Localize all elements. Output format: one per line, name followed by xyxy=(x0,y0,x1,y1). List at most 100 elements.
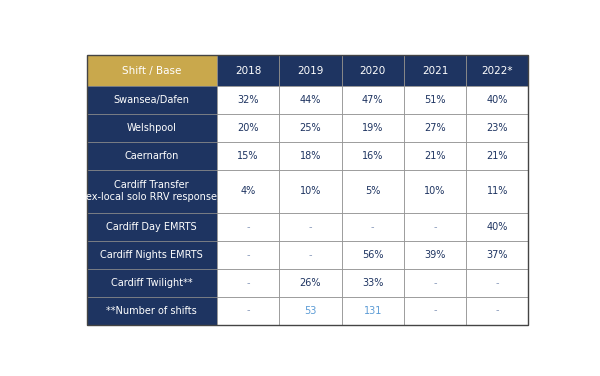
Text: 10%: 10% xyxy=(424,186,446,196)
Text: 21%: 21% xyxy=(487,151,508,161)
Text: 131: 131 xyxy=(364,306,382,315)
Bar xyxy=(404,86,466,114)
Text: 10%: 10% xyxy=(299,186,321,196)
Text: 39%: 39% xyxy=(424,250,446,260)
Text: -: - xyxy=(308,222,312,232)
Text: 2018: 2018 xyxy=(235,66,261,76)
Bar xyxy=(404,241,466,269)
Text: Swansea/Dafen: Swansea/Dafen xyxy=(114,95,190,105)
Text: -: - xyxy=(308,250,312,260)
Bar xyxy=(217,269,279,297)
Text: -: - xyxy=(496,278,499,288)
Text: 53: 53 xyxy=(304,306,317,315)
Text: 15%: 15% xyxy=(238,151,259,161)
Text: 2020: 2020 xyxy=(359,66,386,76)
Bar xyxy=(86,142,217,170)
Bar xyxy=(466,213,529,241)
Text: 44%: 44% xyxy=(299,95,321,105)
Text: 56%: 56% xyxy=(362,250,383,260)
Text: 23%: 23% xyxy=(487,123,508,133)
Bar xyxy=(86,269,217,297)
Bar xyxy=(217,55,279,86)
Bar xyxy=(404,297,466,324)
Text: 21%: 21% xyxy=(424,151,446,161)
Bar xyxy=(279,142,341,170)
Text: 19%: 19% xyxy=(362,123,383,133)
Bar xyxy=(341,142,404,170)
Bar xyxy=(404,114,466,142)
Bar xyxy=(341,55,404,86)
Bar xyxy=(404,55,466,86)
Text: 40%: 40% xyxy=(487,95,508,105)
Text: 51%: 51% xyxy=(424,95,446,105)
Text: 26%: 26% xyxy=(299,278,321,288)
Text: 4%: 4% xyxy=(241,186,256,196)
Bar xyxy=(217,142,279,170)
Text: 11%: 11% xyxy=(487,186,508,196)
Bar xyxy=(86,86,217,114)
Bar xyxy=(279,297,341,324)
Text: 2021: 2021 xyxy=(422,66,448,76)
Text: 40%: 40% xyxy=(487,222,508,232)
Text: Welshpool: Welshpool xyxy=(127,123,177,133)
Bar xyxy=(86,241,217,269)
Bar xyxy=(279,114,341,142)
Text: -: - xyxy=(247,222,250,232)
Bar xyxy=(341,114,404,142)
Bar xyxy=(341,213,404,241)
Text: 2022*: 2022* xyxy=(481,66,513,76)
Bar xyxy=(217,86,279,114)
Text: 33%: 33% xyxy=(362,278,383,288)
Text: 37%: 37% xyxy=(487,250,508,260)
Bar xyxy=(341,86,404,114)
Bar xyxy=(341,297,404,324)
Bar xyxy=(86,213,217,241)
Text: -: - xyxy=(433,278,437,288)
Text: 18%: 18% xyxy=(299,151,321,161)
Text: Shift / Base: Shift / Base xyxy=(122,66,181,76)
Bar xyxy=(279,269,341,297)
Bar xyxy=(279,86,341,114)
Bar xyxy=(279,170,341,213)
Bar xyxy=(279,241,341,269)
Bar xyxy=(404,142,466,170)
Text: 32%: 32% xyxy=(238,95,259,105)
Bar xyxy=(86,114,217,142)
Text: -: - xyxy=(433,306,437,315)
Text: -: - xyxy=(496,306,499,315)
Bar xyxy=(466,142,529,170)
Text: 16%: 16% xyxy=(362,151,383,161)
Bar xyxy=(404,213,466,241)
Bar xyxy=(466,297,529,324)
Bar xyxy=(86,170,217,213)
Bar xyxy=(404,170,466,213)
Bar xyxy=(341,241,404,269)
Text: -: - xyxy=(247,250,250,260)
Text: 2019: 2019 xyxy=(297,66,323,76)
Bar xyxy=(466,269,529,297)
Bar xyxy=(466,170,529,213)
Text: Cardiff Transfer
(ex-local solo RRV response): Cardiff Transfer (ex-local solo RRV resp… xyxy=(82,180,221,202)
Text: Caernarfon: Caernarfon xyxy=(125,151,179,161)
Bar xyxy=(466,55,529,86)
Text: Cardiff Twilight**: Cardiff Twilight** xyxy=(111,278,193,288)
Bar xyxy=(466,241,529,269)
Bar xyxy=(279,55,341,86)
Bar xyxy=(217,213,279,241)
Bar xyxy=(217,297,279,324)
Text: 47%: 47% xyxy=(362,95,383,105)
Bar xyxy=(217,170,279,213)
Bar xyxy=(217,114,279,142)
Bar xyxy=(217,241,279,269)
Text: **Number of shifts: **Number of shifts xyxy=(106,306,197,315)
Bar xyxy=(466,114,529,142)
Bar xyxy=(341,269,404,297)
Bar xyxy=(86,55,217,86)
Bar xyxy=(341,170,404,213)
Text: Cardiff Nights EMRTS: Cardiff Nights EMRTS xyxy=(100,250,203,260)
Text: 25%: 25% xyxy=(299,123,321,133)
Text: -: - xyxy=(247,306,250,315)
Text: -: - xyxy=(371,222,374,232)
Text: 5%: 5% xyxy=(365,186,380,196)
Bar xyxy=(279,213,341,241)
